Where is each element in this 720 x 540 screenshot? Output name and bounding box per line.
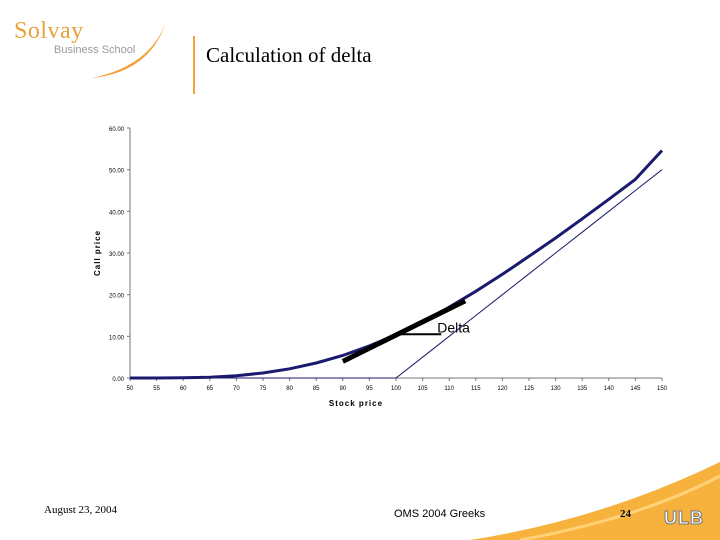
x-tick-label: 100	[391, 386, 402, 392]
x-tick-label: 75	[260, 386, 267, 392]
logo-main-text: Solvay	[14, 18, 84, 44]
y-tick-label: 50.00	[109, 169, 125, 175]
x-tick-label: 150	[657, 386, 668, 392]
x-tick-label: 60	[180, 386, 187, 392]
title-divider	[193, 36, 195, 94]
x-tick-label: 115	[471, 386, 481, 392]
x-tick-label: 55	[153, 386, 160, 392]
x-tick-label: 135	[577, 386, 588, 392]
y-axis-label: Call price	[93, 230, 102, 276]
call-price-line	[130, 149, 664, 380]
x-tick-label: 140	[604, 386, 615, 392]
y-tick-label: 10.00	[109, 335, 125, 341]
footer-course: OMS 2004 Greeks	[394, 508, 486, 520]
y-tick-label: 30.00	[109, 252, 125, 258]
x-tick-label: 90	[339, 386, 346, 392]
x-axis-label: Stock price	[329, 399, 383, 408]
slide-title: Calculation of delta	[206, 43, 372, 67]
y-tick-label: 60.00	[109, 127, 125, 133]
delta-annotation: Delta	[437, 319, 470, 335]
x-tick-label: 110	[444, 386, 454, 392]
logo-sub-text: Business School	[54, 44, 136, 56]
call-price-chart: 0.00 10.00 20.00 30.00 40.00 50.00 60.00 50 55 6…	[93, 127, 668, 408]
x-tick-label: 120	[497, 386, 508, 392]
x-tick-label: 105	[418, 386, 429, 392]
x-tick-label: 145	[630, 386, 641, 392]
x-tick-label: 125	[524, 386, 535, 392]
ulb-logo: ULB	[664, 508, 704, 529]
x-tick-label: 130	[551, 386, 562, 392]
footer-date: August 23, 2004	[44, 504, 118, 516]
x-tick-label: 80	[286, 386, 293, 392]
y-tick-label: 0.00	[112, 377, 124, 383]
logo-swoosh-icon	[92, 22, 166, 78]
delta-tangent-line	[341, 298, 467, 364]
x-tick-label: 65	[206, 386, 213, 392]
x-tick-label: 95	[366, 386, 373, 392]
page-number: 24	[620, 508, 631, 520]
intrinsic-value-line	[130, 169, 663, 379]
x-tick-label: 85	[313, 386, 320, 392]
y-tick-label: 20.00	[109, 294, 125, 300]
solvay-logo: Solvay Business School	[0, 0, 175, 90]
x-tick-label: 50	[127, 386, 134, 392]
x-tick-label: 70	[233, 386, 240, 392]
y-tick-label: 40.00	[109, 210, 125, 216]
